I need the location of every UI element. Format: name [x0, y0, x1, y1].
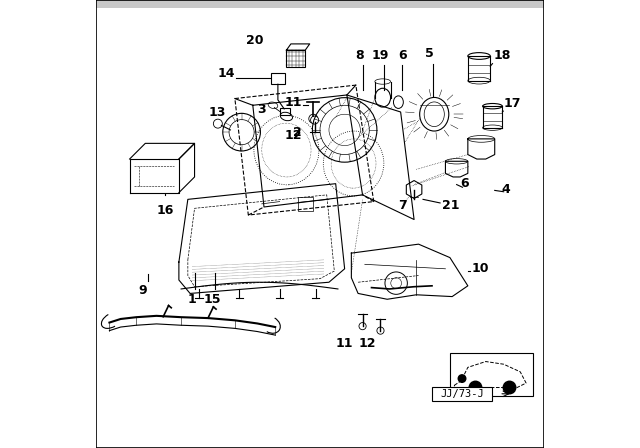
Bar	[432, 387, 493, 401]
Text: 10: 10	[472, 262, 489, 276]
Text: 17: 17	[504, 97, 521, 110]
Ellipse shape	[468, 52, 490, 59]
Circle shape	[377, 327, 384, 334]
Circle shape	[359, 323, 366, 330]
Text: 20: 20	[246, 34, 264, 47]
Text: 16: 16	[157, 204, 174, 217]
Text: 4: 4	[502, 183, 510, 196]
Text: 8: 8	[355, 49, 364, 62]
Text: 12: 12	[285, 129, 302, 142]
Circle shape	[503, 381, 516, 394]
Bar	[287, 50, 305, 67]
Bar	[450, 353, 533, 396]
Text: 9: 9	[139, 284, 147, 297]
Text: 6: 6	[399, 49, 407, 62]
Circle shape	[458, 374, 467, 383]
Bar	[96, 0, 544, 8]
Text: 6: 6	[460, 177, 468, 190]
Text: 11: 11	[285, 95, 302, 109]
Text: 1: 1	[188, 293, 196, 306]
Text: 7: 7	[399, 199, 407, 212]
Circle shape	[310, 116, 319, 124]
Text: 18: 18	[494, 49, 511, 62]
Text: 3: 3	[258, 103, 266, 116]
Text: 15: 15	[204, 293, 221, 306]
Circle shape	[309, 114, 318, 123]
Bar	[271, 73, 285, 84]
Text: 19: 19	[372, 49, 389, 62]
Ellipse shape	[483, 103, 502, 109]
Text: 5: 5	[426, 47, 434, 60]
Bar	[298, 197, 314, 211]
Text: 14: 14	[218, 67, 235, 81]
Circle shape	[469, 381, 482, 394]
Text: 12: 12	[358, 337, 376, 350]
Text: 13: 13	[208, 106, 226, 119]
Text: 11: 11	[336, 337, 353, 350]
Text: JJ/73-J: JJ/73-J	[440, 389, 484, 399]
Bar	[280, 108, 289, 115]
Text: 21: 21	[442, 198, 460, 212]
Text: 2: 2	[293, 125, 302, 139]
